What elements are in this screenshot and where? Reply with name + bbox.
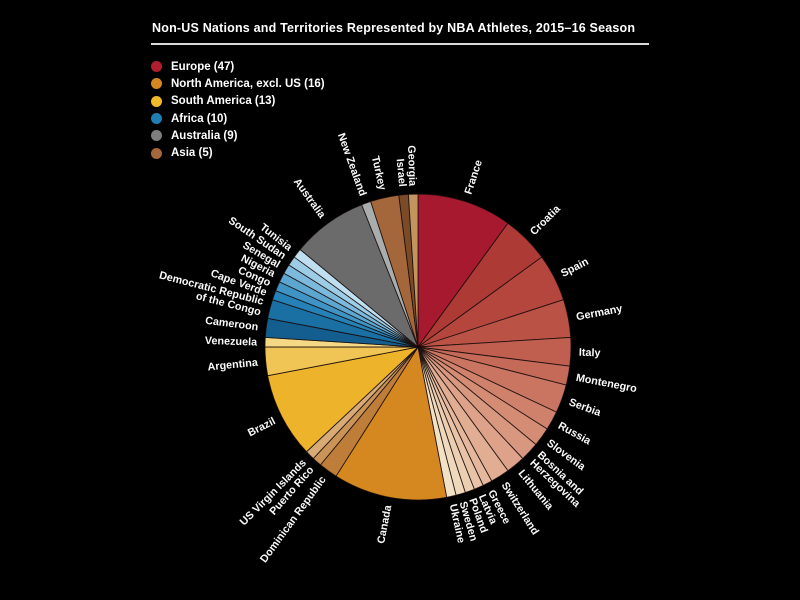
slice-label-venezuela: Venezuela [205,335,259,349]
slice-label-new-zealand: New Zealand [335,132,369,198]
title-divider [151,43,649,45]
legend-label-europe: Europe (47) [171,60,235,73]
legend-item-africa: Africa (10) [151,110,325,127]
slice-label-montenegro: Montenegro [575,372,638,395]
legend-item-asia: Asia (5) [151,144,325,161]
legend: Europe (47) North America, excl. US (16)… [151,58,325,162]
europe-color-dot [151,61,162,73]
legend-label-australia: Australia (9) [171,129,238,142]
south-america-color-dot [151,95,162,107]
legend-label-asia: Asia (5) [171,147,213,160]
slice-label-australia: Australia [291,176,328,221]
slice-label-group-spain: Spain [559,256,591,280]
legend-item-europe: Europe (47) [151,58,325,75]
pie-slice-france [417,193,509,349]
slice-label-group-serbia: Serbia [567,396,603,419]
legend-label-north-america: North America, excl. US (16) [171,77,325,90]
asia-color-dot [151,147,162,159]
slice-label-group-new-zealand: New Zealand [335,132,369,198]
slice-label-group-canada: Canada [375,503,394,545]
slice-label-group-montenegro: Montenegro [575,372,638,395]
slice-label-argentina: Argentina [207,357,259,374]
slice-label-group-croatia: Croatia [528,202,563,237]
slice-label-group-brazil: Brazil [246,415,278,439]
legend-label-south-america: South America (13) [171,95,276,108]
slice-label-group-georgia: Georgia [405,145,418,187]
legend-label-africa: Africa (10) [171,112,228,125]
slice-label-group-germany: Germany [575,303,623,324]
slice-label-brazil: Brazil [246,415,278,439]
legend-item-north-america: North America, excl. US (16) [151,75,325,92]
slice-label-turkey: Turkey [369,155,388,191]
north-america-color-dot [151,78,162,90]
chart-title: Non-US Nations and Territories Represent… [152,21,636,35]
slice-label-croatia: Croatia [528,202,563,237]
africa-color-dot [151,113,162,125]
slice-label-canada: Canada [375,503,394,545]
pie-slice-georgia [407,193,419,348]
slice-label-georgia: Georgia [405,145,418,187]
slice-label-group-australia: Australia [291,176,328,221]
slice-label-germany: Germany [575,303,623,324]
slice-label-group-venezuela: Venezuela [205,335,259,349]
slice-label-israel: Israel [394,158,409,187]
slice-label-group-turkey: Turkey [369,155,388,191]
slice-label-cameroon: Cameroon [204,315,258,334]
pie-slice-canada [335,345,448,501]
slice-label-group-cameroon: Cameroon [204,315,258,334]
legend-item-australia: Australia (9) [151,127,325,144]
pie-slice-brazil [267,346,420,453]
slice-label-group-argentina: Argentina [207,357,259,374]
slice-label-france: France [463,159,485,196]
australia-color-dot [151,130,162,142]
slice-label-group-france: France [463,159,485,196]
slice-label-serbia: Serbia [567,396,603,419]
slice-label-group-israel: Israel [394,158,409,187]
slice-label-group-italy: Italy [579,347,601,360]
slice-label-spain: Spain [559,256,591,280]
slice-label-italy: Italy [579,347,601,360]
legend-item-south-america: South America (13) [151,93,325,110]
